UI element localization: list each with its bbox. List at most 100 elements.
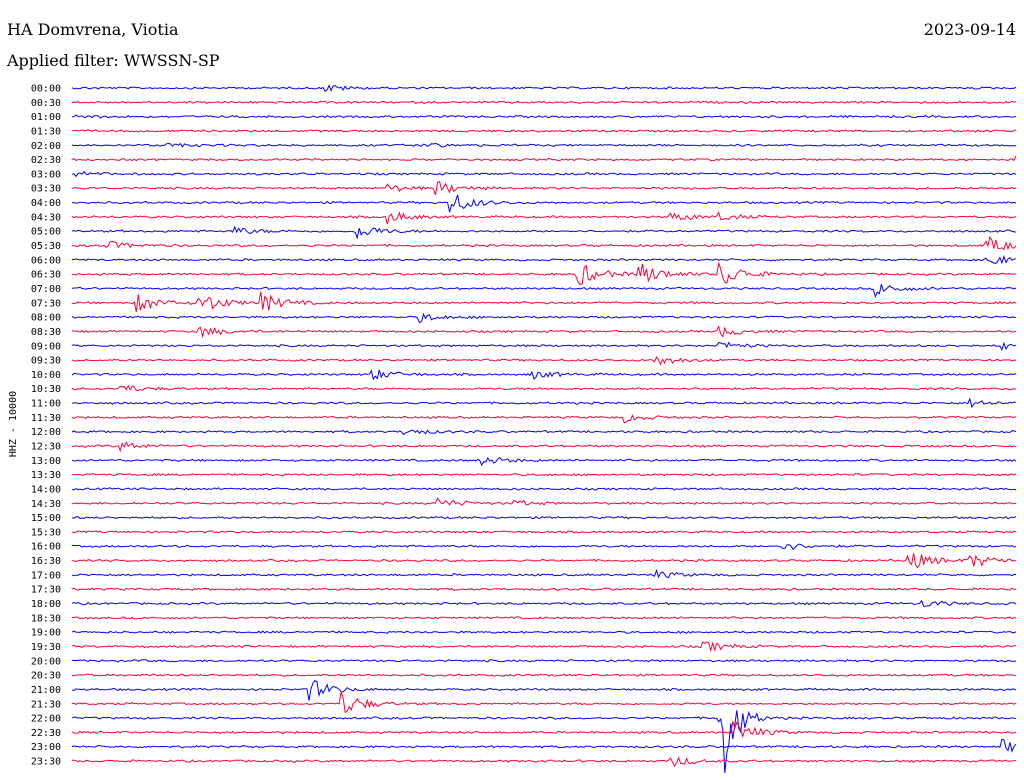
row-time-label: 21:30	[31, 699, 61, 710]
seismic-trace	[71, 155, 1017, 162]
row-time-label: 09:00	[31, 341, 61, 352]
seismic-trace	[71, 142, 1017, 148]
row-time-label: 20:00	[31, 656, 61, 667]
seismic-trace	[71, 710, 1017, 774]
seismic-trace	[71, 616, 1017, 620]
row-time-label: 19:30	[31, 642, 61, 653]
seismic-trace	[71, 384, 1017, 392]
seismic-trace	[71, 235, 1017, 251]
row-time-label: 15:00	[31, 513, 61, 524]
seismic-trace	[71, 530, 1017, 534]
seismic-trace	[71, 543, 1017, 551]
row-time-label: 15:30	[31, 527, 61, 538]
seismic-trace	[71, 673, 1017, 677]
row-time-label: 02:00	[31, 141, 61, 152]
seismic-trace	[71, 414, 1017, 424]
row-time-label: 19:00	[31, 628, 61, 639]
seismic-trace	[71, 194, 1017, 213]
seismic-trace	[71, 355, 1017, 366]
row-time-label: 09:30	[31, 356, 61, 367]
seismic-trace	[71, 641, 1017, 653]
row-time-label: 04:00	[31, 198, 61, 209]
row-time-label: 21:00	[31, 685, 61, 696]
row-time-label: 22:30	[31, 728, 61, 739]
y-axis-label: HHZ - 10000	[8, 391, 19, 457]
row-time-label: 01:30	[31, 126, 61, 137]
seismic-trace	[71, 721, 1016, 738]
seismic-trace	[71, 291, 1017, 313]
seismic-trace	[71, 225, 1017, 240]
seismic-trace	[71, 325, 1017, 339]
row-time-label: 04:30	[31, 212, 61, 223]
seismic-trace	[71, 429, 1017, 436]
row-time-label: 14:30	[31, 499, 61, 510]
row-time-label: 10:00	[31, 370, 61, 381]
seismic-trace	[71, 487, 1017, 491]
row-time-label: 00:30	[31, 98, 61, 109]
seismic-trace	[71, 369, 1017, 381]
row-time-label: 17:30	[31, 585, 61, 596]
seismic-trace	[71, 553, 1017, 569]
seismic-trace	[71, 497, 1017, 506]
seismic-trace	[71, 255, 1017, 265]
station-title: HA Domvrena, Viotia	[7, 20, 179, 39]
seismic-trace	[71, 341, 1017, 352]
seismic-trace	[71, 679, 1017, 701]
seismic-trace	[71, 211, 1017, 225]
seismic-trace	[71, 114, 1017, 119]
row-time-label: 12:30	[31, 442, 61, 453]
row-time-label: 05:00	[31, 227, 61, 238]
seismic-trace	[71, 312, 1017, 324]
filter-label: Applied filter: WWSSN-SP	[7, 51, 220, 70]
row-time-label: 05:30	[31, 241, 61, 252]
row-time-label: 08:30	[31, 327, 61, 338]
row-time-label: 16:30	[31, 556, 61, 567]
seismic-trace	[71, 659, 1017, 663]
row-time-label: 20:30	[31, 671, 61, 682]
row-time-label: 07:00	[31, 284, 61, 295]
seismic-trace	[71, 587, 1017, 591]
row-time-label: 07:30	[31, 298, 61, 309]
row-time-label: 00:00	[31, 84, 61, 95]
row-time-label: 11:00	[31, 399, 61, 410]
row-time-label: 17:00	[31, 570, 61, 581]
row-time-label: 08:00	[31, 313, 61, 324]
row-time-label: 06:00	[31, 255, 61, 266]
row-time-label: 11:30	[31, 413, 61, 424]
seismic-trace	[71, 738, 1017, 753]
row-time-label: 14:00	[31, 484, 61, 495]
seismic-trace	[71, 599, 1017, 607]
seismic-trace	[71, 472, 1017, 477]
row-time-label: 13:30	[31, 470, 61, 481]
seismic-trace	[71, 441, 1017, 453]
seismic-trace	[71, 515, 1017, 520]
row-time-label: 13:00	[31, 456, 61, 467]
row-time-label: 18:00	[31, 599, 61, 610]
row-time-label: 22:00	[31, 714, 61, 725]
row-time-label: 23:30	[31, 757, 61, 768]
row-time-label: 23:00	[31, 742, 61, 753]
seismic-trace	[71, 100, 1017, 105]
seismic-trace	[71, 756, 1017, 767]
row-time-label: 02:30	[31, 155, 61, 166]
seismic-trace	[71, 397, 1017, 409]
row-time-label: 03:30	[31, 184, 61, 195]
seismic-trace	[71, 630, 1017, 634]
seismic-trace	[71, 180, 1017, 196]
row-time-label: 16:00	[31, 542, 61, 553]
row-time-label: 18:30	[31, 613, 61, 624]
row-time-label: 10:30	[31, 384, 61, 395]
seismic-trace	[71, 84, 1017, 92]
row-time-label: 06:30	[31, 270, 61, 281]
seismic-trace	[71, 690, 1017, 714]
plot-date: 2023-09-14	[923, 20, 1016, 39]
row-time-label: 01:00	[31, 112, 61, 123]
seismic-trace	[71, 262, 1017, 286]
seismic-trace	[71, 170, 1017, 178]
seismic-trace	[71, 129, 1017, 133]
seismic-trace	[71, 456, 1017, 467]
seismic-trace	[71, 284, 1017, 299]
seismic-trace	[71, 568, 1017, 579]
row-time-label: 12:00	[31, 427, 61, 438]
